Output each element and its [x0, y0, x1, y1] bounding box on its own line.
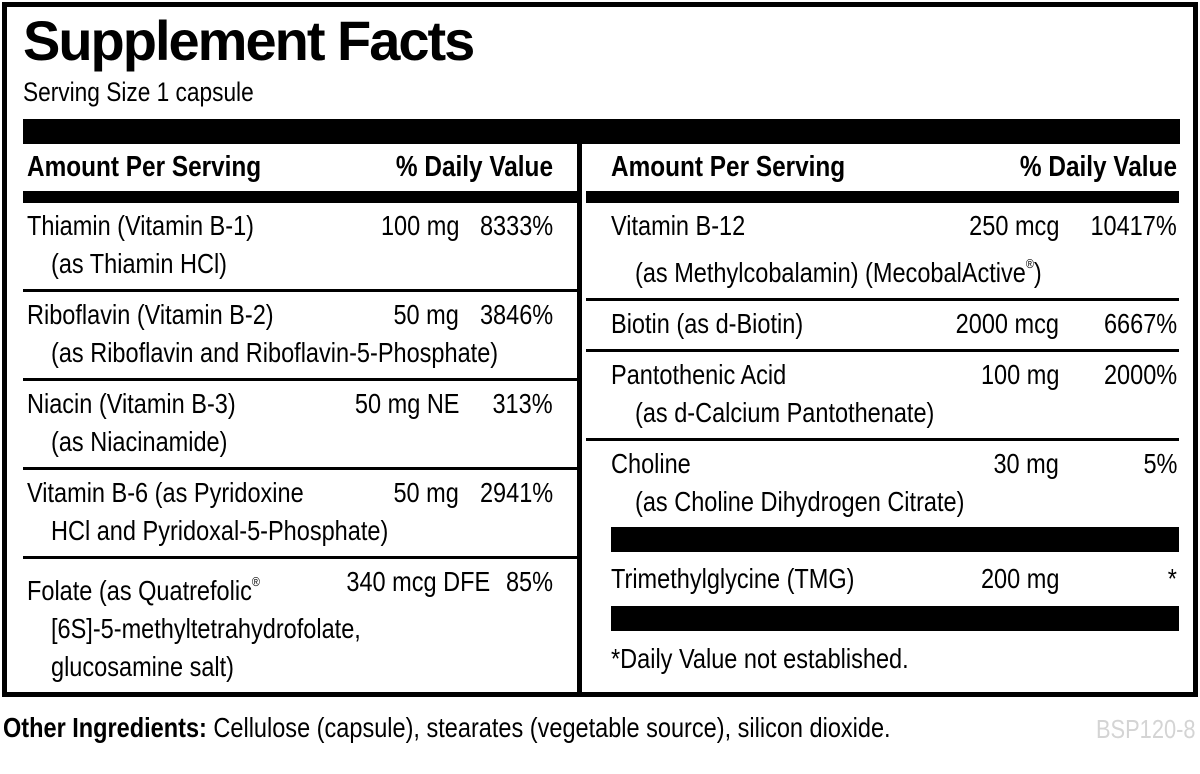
nutrient-source: (as d-Calcium Pantothenate): [635, 397, 935, 428]
header-underline-bar: [23, 191, 577, 203]
thick-divider-bar: [611, 527, 1179, 552]
column-divider-line: [577, 144, 582, 692]
nutrient-name: Pantothenic Acid: [611, 359, 787, 390]
nutrient-row-folate: Folate (as Quatrefolic® 340 mcg DFE 85% …: [23, 559, 577, 692]
nutrient-row-choline: Choline 30 mg 5% (as Choline Dihydrogen …: [586, 441, 1179, 527]
facts-columns: Amount Per Serving % Daily Value Thiamin…: [23, 144, 1180, 692]
nutrient-dv: 6667%: [1103, 308, 1177, 339]
nutrient-name: Choline: [611, 448, 691, 479]
thick-divider-bar: [611, 606, 1179, 631]
panel-title: Supplement Facts: [23, 9, 475, 72]
other-ingredients-text: Cellulose (capsule), stearates (vegetabl…: [206, 712, 891, 743]
nutrient-row-pantothenic-acid: Pantothenic Acid 100 mg 2000% (as d-Calc…: [586, 352, 1179, 441]
nutrient-source: (as Thiamin HCl): [51, 248, 228, 279]
nutrient-name: Riboflavin (Vitamin B-2): [27, 299, 274, 330]
column-left-header: Amount Per Serving % Daily Value: [23, 144, 577, 191]
nutrient-row-vitamin-b6: Vitamin B-6 (as Pyridoxine 50 mg 2941% H…: [23, 470, 577, 559]
column-right: Amount Per Serving % Daily Value Vitamin…: [586, 144, 1179, 692]
nutrient-amount: 250 mcg: [968, 210, 1059, 241]
header-underline-bar: [586, 191, 1179, 203]
nutrient-source: [6S]-5-methyltetrahydrofolate,: [51, 613, 361, 644]
nutrient-row-niacin: Niacin (Vitamin B-3) 50 mg NE 313% (as N…: [23, 381, 577, 470]
nutrient-name: Folate (as Quatrefolic®: [27, 574, 260, 606]
column-right-header: Amount Per Serving % Daily Value: [586, 144, 1179, 191]
nutrient-amount: 100 mg: [380, 210, 459, 241]
nutrient-source: (as Niacinamide): [51, 426, 228, 457]
amount-per-serving-label: Amount Per Serving: [27, 151, 262, 183]
serving-size-text: Serving Size 1 capsule: [23, 77, 254, 107]
nutrient-dv: 85%: [505, 566, 553, 597]
other-ingredients: Other Ingredients: Cellulose (capsule), …: [3, 708, 1060, 748]
nutrient-row-riboflavin: Riboflavin (Vitamin B-2) 50 mg 3846% (as…: [23, 292, 577, 381]
nutrient-name: Biotin (as d-Biotin): [611, 308, 804, 339]
daily-value-footnote: *Daily Value not established.: [611, 643, 909, 674]
nutrient-amount: 50 mg: [393, 299, 459, 330]
nutrient-dv: *: [1167, 563, 1177, 594]
nutrient-name: Niacin (Vitamin B-3): [27, 388, 236, 419]
nutrient-dv: 10417%: [1090, 210, 1177, 241]
nutrient-amount: 200 mg: [980, 563, 1059, 594]
nutrient-amount: 30 mg: [993, 448, 1059, 479]
nutrient-amount: 100 mg: [980, 359, 1059, 390]
nutrient-source: glucosamine salt): [51, 651, 235, 682]
daily-value-label: % Daily Value: [395, 151, 553, 183]
registered-trademark-symbol: ®: [1025, 256, 1034, 271]
nutrient-name: Vitamin B-6 (as Pyridoxine: [27, 477, 304, 508]
nutrient-row-vitamin-b12: Vitamin B-12 250 mcg 10417% (as Methylco…: [586, 203, 1179, 301]
nutrient-name: Vitamin B-12: [611, 210, 746, 241]
daily-value-label: % Daily Value: [1019, 151, 1177, 183]
other-ingredients-label: Other Ingredients:: [3, 712, 207, 743]
nutrient-dv: 8333%: [479, 210, 553, 241]
nutrient-name: Trimethylglycine (TMG): [611, 563, 855, 594]
nutrient-amount: 50 mg NE: [354, 388, 459, 419]
nutrient-amount: 50 mg: [393, 477, 459, 508]
nutrient-dv: 2000%: [1103, 359, 1177, 390]
nutrient-dv: 2941%: [479, 477, 553, 508]
serving-size: Serving Size 1 capsule: [23, 77, 1180, 107]
nutrient-amount: 2000 mcg: [955, 308, 1059, 339]
nutrient-name: Thiamin (Vitamin B-1): [27, 210, 254, 241]
nutrient-source: (as Methylcobalamin) (MecobalActive®): [635, 256, 1042, 288]
nutrient-source: HCl and Pyridoxal-5-Phosphate): [51, 515, 389, 546]
nutrient-dv: 3846%: [479, 299, 553, 330]
nutrient-source: (as Riboflavin and Riboflavin-5-Phosphat…: [51, 337, 499, 368]
facts-panel: Supplement Facts Serving Size 1 capsule …: [2, 2, 1198, 697]
registered-trademark-symbol: ®: [251, 574, 260, 589]
nutrient-source: (as Choline Dihydrogen Citrate): [635, 486, 965, 517]
nutrient-row-biotin: Biotin (as d-Biotin) 2000 mcg 6667%: [586, 301, 1179, 352]
nutrient-amount: 340 mcg DFE: [346, 566, 491, 597]
nutrient-row-trimethylglycine: Trimethylglycine (TMG) 200 mg *: [586, 552, 1179, 606]
amount-per-serving-label: Amount Per Serving: [611, 151, 846, 183]
product-code: BSP120-8: [1096, 714, 1196, 744]
nutrient-dv: 313%: [492, 388, 553, 419]
nutrient-row-thiamin: Thiamin (Vitamin B-1) 100 mg 8333% (as T…: [23, 203, 577, 292]
column-left: Amount Per Serving % Daily Value Thiamin…: [23, 144, 577, 692]
thick-divider-bar-top: [23, 119, 1180, 144]
nutrient-dv: 5%: [1143, 448, 1177, 479]
